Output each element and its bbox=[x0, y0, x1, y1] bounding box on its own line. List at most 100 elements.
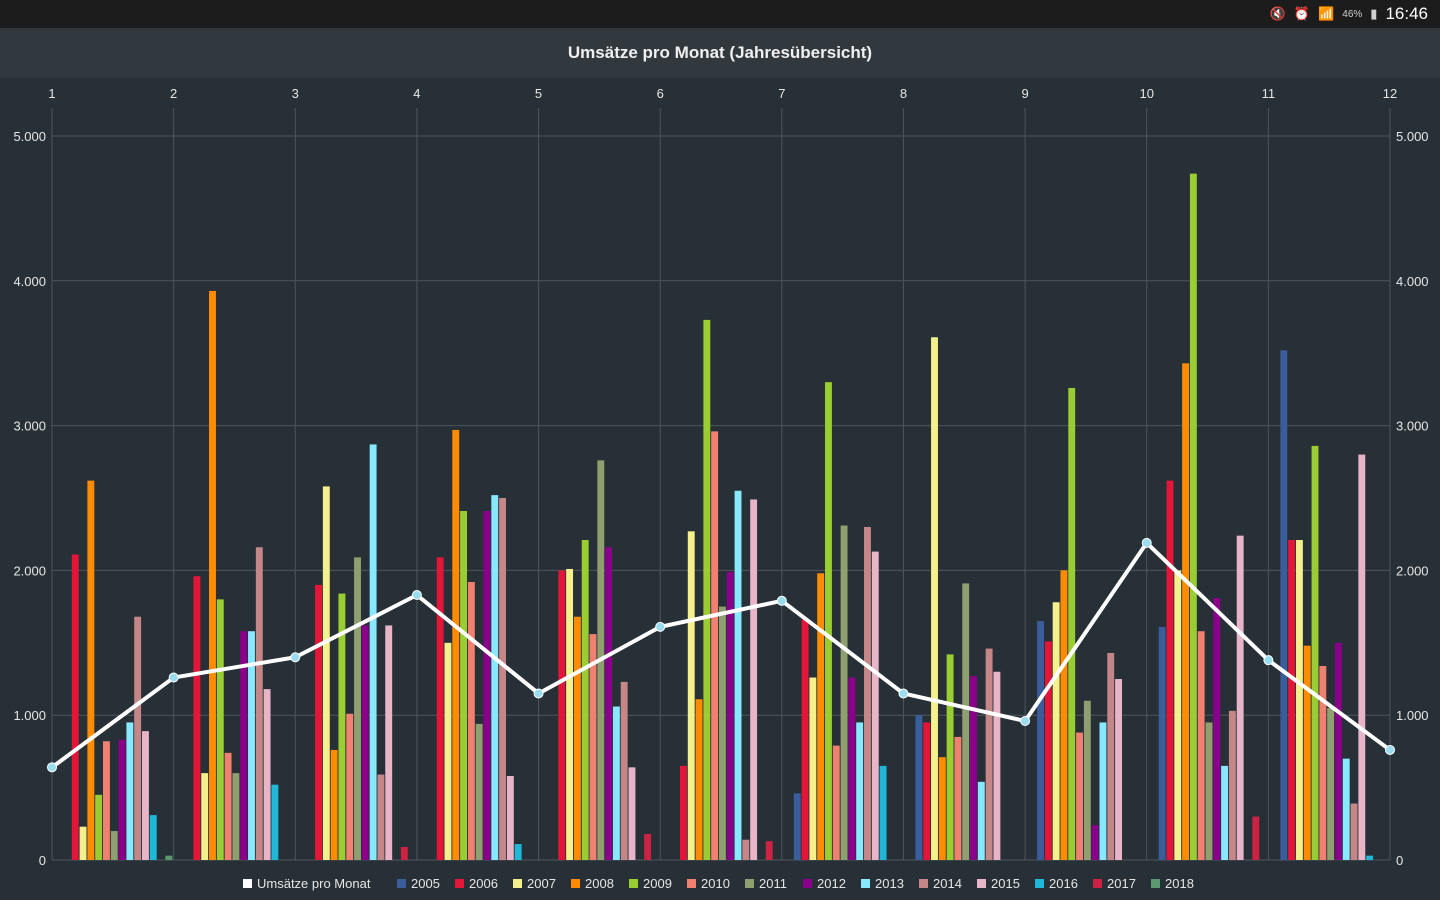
bar bbox=[825, 382, 832, 860]
bar bbox=[1107, 652, 1115, 860]
bar bbox=[103, 741, 110, 860]
bar bbox=[809, 677, 817, 860]
bar bbox=[742, 839, 750, 860]
bar bbox=[589, 634, 597, 860]
bar bbox=[703, 319, 711, 860]
bar bbox=[361, 625, 369, 860]
bar bbox=[330, 749, 338, 860]
line-point bbox=[1020, 715, 1031, 726]
bar bbox=[840, 525, 848, 860]
bar bbox=[612, 706, 620, 860]
bar bbox=[134, 616, 142, 860]
bar bbox=[573, 616, 581, 860]
bar bbox=[931, 337, 938, 861]
mute-icon: 🔇 bbox=[1269, 6, 1286, 21]
bar bbox=[832, 745, 840, 860]
bar bbox=[1319, 665, 1327, 860]
bar bbox=[1158, 626, 1166, 860]
bar bbox=[1213, 597, 1221, 860]
line-point bbox=[1141, 537, 1152, 548]
y-tick-label-right: 5.000 bbox=[1396, 129, 1429, 144]
status-bar: 🔇 ⏰ 📶 46% ▮ 16:46 bbox=[0, 0, 1440, 28]
y-tick-label-right: 4.000 bbox=[1396, 274, 1429, 289]
bar bbox=[1350, 803, 1358, 860]
bar bbox=[1358, 454, 1366, 860]
bar bbox=[879, 765, 887, 860]
bar bbox=[87, 480, 95, 860]
bar bbox=[354, 557, 361, 860]
y-tick-label-left: 1.000 bbox=[13, 708, 46, 723]
bar bbox=[1252, 816, 1260, 860]
bar bbox=[467, 581, 475, 860]
bar bbox=[224, 752, 232, 860]
line-point bbox=[655, 621, 666, 632]
bar bbox=[711, 431, 719, 860]
page-title: Umsätze pro Monat (Jahresübersicht) bbox=[0, 28, 1440, 78]
legend-swatch bbox=[629, 879, 638, 888]
legend-swatch bbox=[397, 879, 406, 888]
battery-percent: 46% bbox=[1342, 8, 1363, 20]
bar bbox=[475, 723, 483, 860]
bar bbox=[1174, 570, 1182, 860]
bar bbox=[1115, 679, 1122, 860]
bar bbox=[165, 855, 173, 860]
line-point bbox=[47, 762, 57, 773]
y-tick-label-left: 0 bbox=[39, 853, 46, 868]
bar bbox=[436, 557, 444, 860]
bar bbox=[118, 739, 126, 860]
bar bbox=[315, 584, 322, 860]
bar bbox=[1366, 855, 1374, 860]
y-tick-label-right: 0 bbox=[1396, 853, 1403, 868]
bar bbox=[255, 547, 263, 860]
legend-swatch bbox=[1151, 879, 1160, 888]
legend-swatch bbox=[919, 879, 928, 888]
bar bbox=[558, 570, 566, 860]
bar bbox=[79, 826, 87, 860]
y-tick-label-right: 1.000 bbox=[1396, 708, 1429, 723]
bar bbox=[793, 793, 801, 860]
legend-swatch bbox=[455, 879, 464, 888]
line-point bbox=[168, 672, 179, 683]
bar bbox=[954, 736, 962, 860]
bar bbox=[620, 681, 628, 860]
y-tick-label-right: 3.000 bbox=[1396, 419, 1429, 434]
bar bbox=[1236, 535, 1244, 860]
bar bbox=[346, 713, 354, 860]
bar bbox=[1166, 480, 1174, 860]
bar bbox=[856, 722, 864, 860]
bar bbox=[126, 722, 134, 860]
series-line bbox=[50, 540, 1392, 769]
bar bbox=[385, 625, 393, 860]
wifi-icon: 📶 bbox=[1318, 6, 1335, 21]
bar bbox=[938, 757, 946, 860]
bar bbox=[95, 794, 103, 860]
bar bbox=[946, 654, 954, 860]
bar bbox=[232, 773, 240, 860]
bar bbox=[1342, 758, 1350, 860]
bar bbox=[1327, 707, 1335, 860]
x-tick-label: 6 bbox=[657, 86, 664, 101]
legend-label: 2011 bbox=[759, 876, 787, 891]
legend-swatch bbox=[1093, 879, 1102, 888]
x-tick-label: 3 bbox=[292, 86, 299, 101]
bar bbox=[1044, 641, 1052, 860]
bar bbox=[765, 841, 773, 860]
legend-swatch bbox=[687, 879, 696, 888]
x-tick-label: 9 bbox=[1021, 86, 1028, 101]
bar bbox=[444, 642, 452, 860]
legend-label: 2008 bbox=[585, 876, 614, 891]
line-point bbox=[1385, 744, 1395, 755]
bar bbox=[209, 290, 216, 860]
legend-label: 2014 bbox=[933, 876, 962, 891]
bar bbox=[1091, 825, 1099, 860]
bar bbox=[1228, 710, 1236, 860]
bar bbox=[734, 490, 742, 860]
bar bbox=[460, 511, 468, 860]
bar bbox=[1221, 765, 1229, 860]
line-point bbox=[1263, 655, 1274, 666]
bar bbox=[1334, 642, 1342, 860]
bar bbox=[985, 648, 993, 860]
x-tick-label: 4 bbox=[413, 86, 420, 101]
bar bbox=[871, 551, 879, 860]
bar bbox=[679, 765, 687, 860]
